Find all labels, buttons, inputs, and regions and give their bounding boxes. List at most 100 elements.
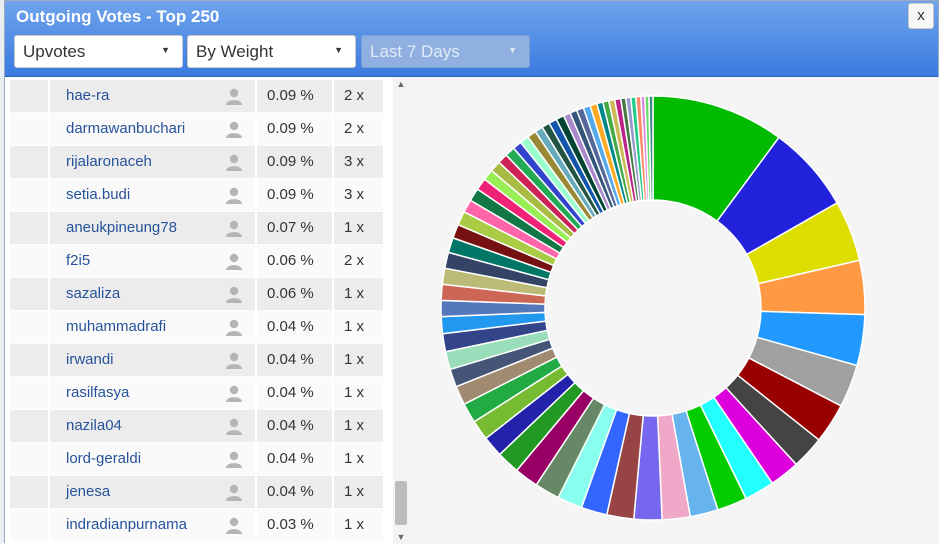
window-header: Outgoing Votes - Top 250 x Upvotes ▼ By … [5, 1, 938, 77]
account-cell[interactable]: hae-ra [50, 80, 257, 112]
account-name-link[interactable]: jenesa [66, 483, 111, 500]
count-cell: 1 x [334, 344, 385, 376]
count-cell: 1 x [334, 443, 385, 475]
donut-slice[interactable] [648, 95, 654, 201]
user-icon[interactable] [225, 120, 243, 138]
sort-value: By Weight [196, 42, 274, 61]
account-name-link[interactable]: sazaliza [66, 285, 121, 302]
user-icon[interactable] [225, 351, 243, 369]
weight-cell: 0.03 % [257, 509, 334, 541]
scrollbar[interactable]: ▲ ▼ [393, 77, 409, 544]
table-row[interactable]: setia.budi 0.09 % 3 x [10, 179, 385, 212]
account-cell[interactable]: irwandi [50, 344, 257, 376]
user-icon[interactable] [225, 450, 243, 468]
account-name-link[interactable]: lord-geraldi [66, 450, 142, 467]
user-icon[interactable] [225, 285, 243, 303]
table-row[interactable]: irwandi 0.04 % 1 x [10, 344, 385, 377]
table-row[interactable]: nazila04 0.04 % 1 x [10, 410, 385, 443]
table-row[interactable]: muhammadrafi 0.04 % 1 x [10, 311, 385, 344]
account-name-link[interactable]: irwandi [66, 351, 114, 368]
period-value: Last 7 Days [370, 42, 460, 61]
user-icon[interactable] [225, 186, 243, 204]
weight-cell: 0.06 % [257, 278, 334, 310]
table-row[interactable]: rasilfasya 0.04 % 1 x [10, 377, 385, 410]
account-name-link[interactable]: indradianpurnama [66, 516, 187, 533]
rank-cell [10, 146, 50, 178]
sort-select[interactable]: By Weight ▼ [187, 35, 356, 68]
user-icon[interactable] [225, 417, 243, 435]
scrollbar-thumb[interactable] [395, 481, 407, 525]
user-icon[interactable] [225, 384, 243, 402]
account-cell[interactable]: muhammadrafi [50, 311, 257, 343]
count-cell: 1 x [334, 311, 385, 343]
account-name-link[interactable]: darmawanbuchari [66, 120, 186, 137]
user-icon[interactable] [225, 153, 243, 171]
account-cell[interactable]: aneukpineung78 [50, 212, 257, 244]
account-cell[interactable]: lord-geraldi [50, 443, 257, 475]
count-cell: 2 x [334, 80, 385, 112]
account-cell[interactable]: setia.budi [50, 179, 257, 211]
account-cell[interactable]: indradianpurnama [50, 509, 257, 541]
rank-cell [10, 377, 50, 409]
count-cell: 1 x [334, 476, 385, 508]
account-cell[interactable]: rijalaronaceh [50, 146, 257, 178]
table-row[interactable]: indradianpurnama 0.03 % 1 x [10, 509, 385, 542]
weight-cell: 0.04 % [257, 476, 334, 508]
account-cell[interactable]: sazaliza [50, 278, 257, 310]
period-select[interactable]: Last 7 Days ▼ [361, 35, 530, 68]
vote-type-select[interactable]: Upvotes ▼ [14, 35, 183, 68]
account-name-link[interactable]: setia.budi [66, 186, 131, 203]
weight-cell: 0.04 % [257, 344, 334, 376]
close-button[interactable]: x [908, 3, 934, 29]
account-name-link[interactable]: nazila04 [66, 417, 122, 434]
count-cell: 1 x [334, 377, 385, 409]
rank-cell [10, 245, 50, 277]
table-row[interactable]: jenesa 0.04 % 1 x [10, 476, 385, 509]
chevron-down-icon: ▼ [334, 45, 343, 55]
weight-cell: 0.04 % [257, 377, 334, 409]
account-cell[interactable]: rasilfasya [50, 377, 257, 409]
scroll-down-icon[interactable]: ▼ [396, 532, 406, 542]
scroll-up-icon[interactable]: ▲ [396, 79, 406, 89]
account-name-link[interactable]: muhammadrafi [66, 318, 167, 335]
chart-area [409, 77, 939, 544]
rank-cell [10, 410, 50, 442]
user-icon[interactable] [225, 252, 243, 270]
weight-cell: 0.06 % [257, 245, 334, 277]
user-icon[interactable] [225, 219, 243, 237]
user-icon[interactable] [225, 87, 243, 105]
weight-cell: 0.09 % [257, 113, 334, 145]
rank-cell [10, 311, 50, 343]
account-cell[interactable]: nazila04 [50, 410, 257, 442]
weight-cell: 0.09 % [257, 146, 334, 178]
account-name-link[interactable]: rijalaronaceh [66, 153, 152, 170]
table-row[interactable]: hae-ra 0.09 % 2 x [10, 80, 385, 113]
account-cell[interactable]: darmawanbuchari [50, 113, 257, 145]
table-row[interactable]: sazaliza 0.06 % 1 x [10, 278, 385, 311]
table-row[interactable]: f2i5 0.06 % 2 x [10, 245, 385, 278]
rank-cell [10, 80, 50, 112]
vote-type-value: Upvotes [23, 42, 86, 61]
table-row[interactable]: rijalaronaceh 0.09 % 3 x [10, 146, 385, 179]
account-cell[interactable]: jenesa [50, 476, 257, 508]
account-name-link[interactable]: hae-ra [66, 87, 110, 104]
table-row[interactable]: darmawanbuchari 0.09 % 2 x [10, 113, 385, 146]
weight-cell: 0.09 % [257, 80, 334, 112]
account-cell[interactable]: f2i5 [50, 245, 257, 277]
count-cell: 1 x [334, 212, 385, 244]
user-icon[interactable] [225, 516, 243, 534]
count-cell: 2 x [334, 113, 385, 145]
count-cell: 3 x [334, 179, 385, 211]
user-icon[interactable] [225, 483, 243, 501]
table-row[interactable]: lord-geraldi 0.04 % 1 x [10, 443, 385, 476]
rank-cell [10, 179, 50, 211]
account-name-link[interactable]: f2i5 [66, 252, 91, 269]
account-name-link[interactable]: rasilfasya [66, 384, 130, 401]
weight-cell: 0.04 % [257, 410, 334, 442]
account-name-link[interactable]: aneukpineung78 [66, 219, 177, 236]
count-cell: 3 x [334, 146, 385, 178]
weight-cell: 0.04 % [257, 443, 334, 475]
user-icon[interactable] [225, 318, 243, 336]
table-row[interactable]: aneukpineung78 0.07 % 1 x [10, 212, 385, 245]
